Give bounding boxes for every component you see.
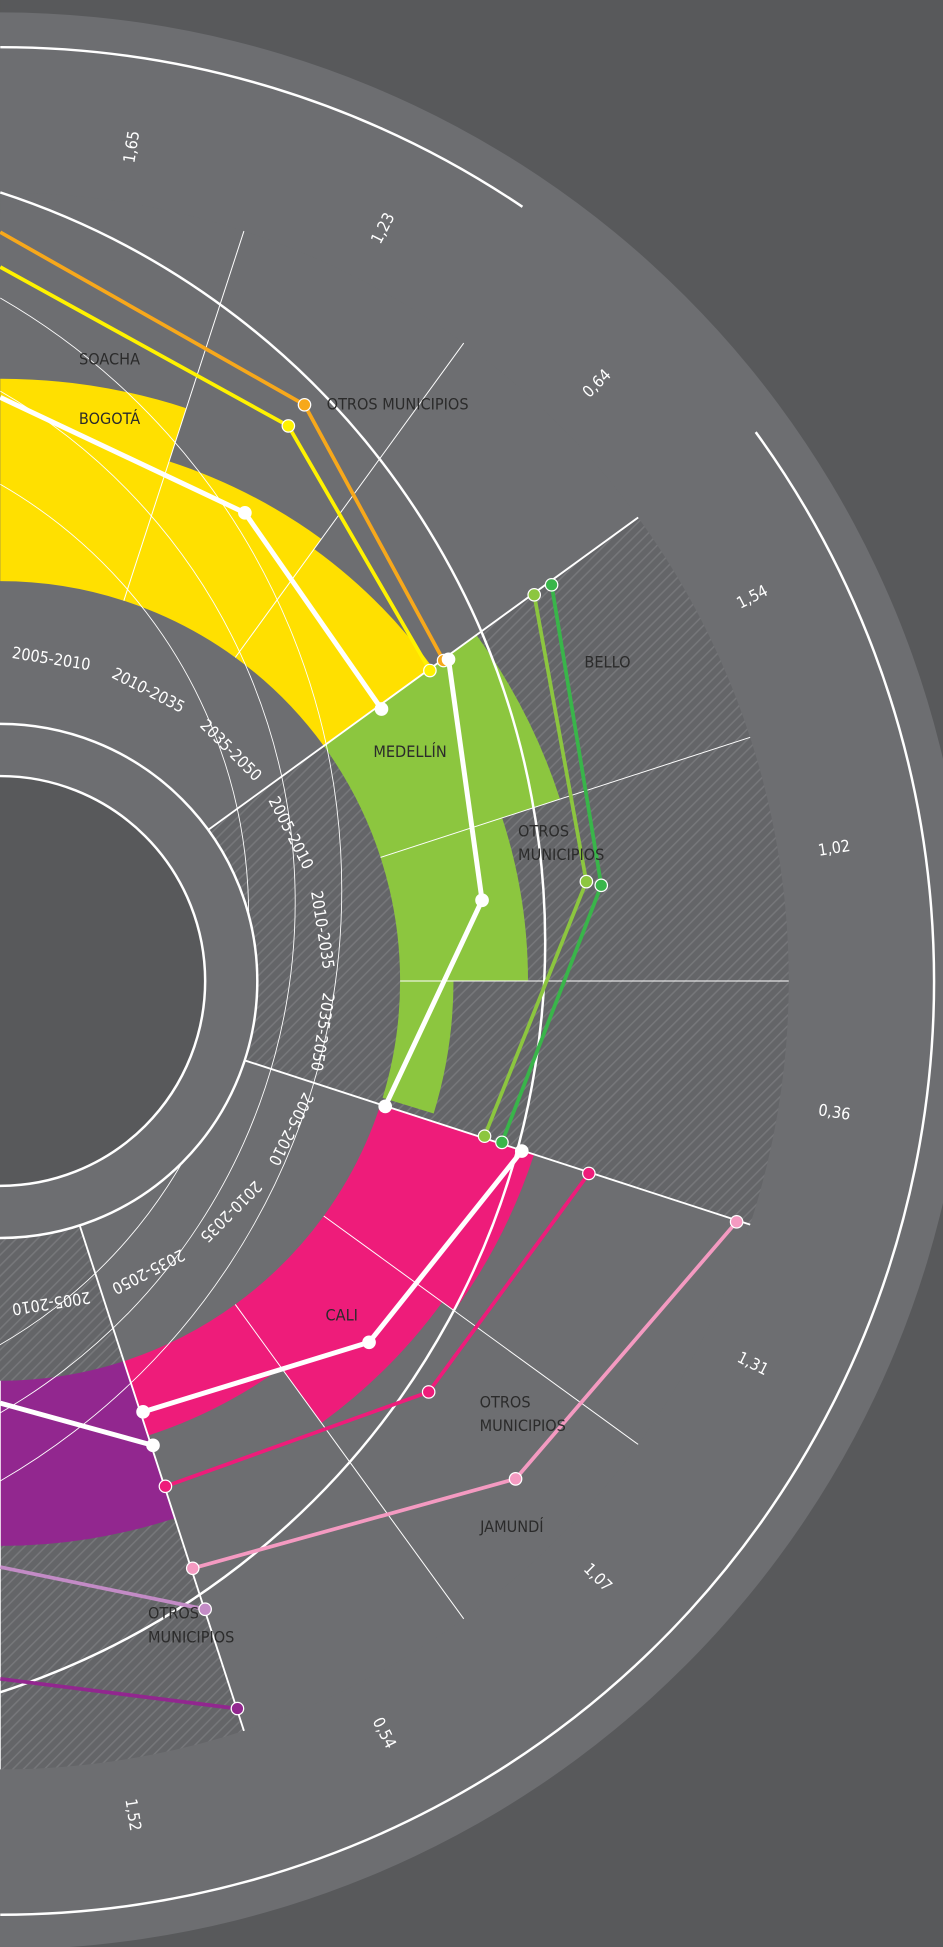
- color-band: [235, 548, 433, 746]
- sector-divider: [62, 1175, 245, 1732]
- grid-arc: [0, 297, 343, 1482]
- trend-dot: [495, 1135, 509, 1150]
- color-band: [380, 817, 528, 981]
- trend-dot: [594, 878, 609, 893]
- place-label: MUNICIPIOS: [518, 845, 604, 864]
- trend-dot: [374, 702, 389, 716]
- trend-dot: [230, 1701, 245, 1716]
- sector: [0, 192, 639, 830]
- sub-divider: [234, 342, 465, 658]
- trend-line: [0, 1676, 238, 1711]
- place-label: SOACHA: [79, 350, 140, 369]
- place-label: OTROS MUNICIPIOS: [327, 394, 469, 413]
- trend-dot: [527, 587, 542, 602]
- sub-divider: [380, 736, 751, 858]
- trend-dot: [185, 1561, 200, 1576]
- trend-dot: [508, 1472, 523, 1486]
- place-label: BOGOTÁ: [79, 409, 140, 428]
- place-label: JAMUNDÍ: [479, 1517, 543, 1536]
- color-band: [382, 980, 454, 1114]
- trend-dot: [579, 874, 594, 889]
- rate-label: 1,52: [121, 1797, 145, 1832]
- trend-dot: [514, 1144, 529, 1158]
- trend-dot: [136, 1404, 150, 1419]
- trend-dot: [158, 1479, 173, 1494]
- sub-divider: [123, 230, 245, 601]
- color-band: [235, 1215, 443, 1423]
- trend-dot: [423, 663, 437, 678]
- color-band: [323, 634, 561, 858]
- place-label: MEDELLÍN: [373, 742, 446, 761]
- trend-dot: [297, 397, 312, 412]
- trend-dot: [582, 1166, 596, 1181]
- outer-arc: [0, 431, 936, 1916]
- trend-dot: [238, 505, 252, 520]
- trend-dot: [362, 1335, 376, 1350]
- rate-label: 0,36: [817, 1100, 852, 1124]
- trend-dot: [544, 578, 559, 592]
- sector-divider: [194, 1043, 751, 1226]
- trend-dot: [281, 419, 296, 433]
- place-label: MUNICIPIOS: [480, 1416, 566, 1435]
- sector-divider: [165, 516, 639, 862]
- place-label: OTROS: [480, 1393, 531, 1412]
- trend-dot: [477, 1129, 492, 1143]
- sub-divider: [323, 1215, 639, 1445]
- trend-dot: [378, 1099, 393, 1114]
- place-label: OTROS: [148, 1604, 199, 1623]
- rate-label: 1,02: [817, 836, 852, 860]
- color-band: [123, 1304, 282, 1436]
- place-label: MUNICIPIOS: [148, 1627, 234, 1646]
- core: [0, 774, 207, 1188]
- place-label: CALI: [326, 1306, 358, 1325]
- color-band: [0, 378, 187, 601]
- trend-dot: [421, 1385, 436, 1399]
- place-label: OTROS: [518, 821, 569, 840]
- trend-dot: [146, 1438, 160, 1453]
- color-band: [323, 1104, 535, 1311]
- trend-dot: [198, 1602, 212, 1617]
- rate-label: 1,65: [119, 129, 143, 164]
- trend-dot: [729, 1215, 744, 1229]
- place-label: BELLO: [584, 653, 630, 672]
- trend-line: [0, 1565, 206, 1612]
- outer-ring: [0, 191, 547, 1694]
- trend-dot: [441, 652, 456, 667]
- color-band: [123, 461, 322, 658]
- outer-arc: [0, 45, 524, 208]
- color-band: [0, 1361, 175, 1546]
- grid-arc: [0, 390, 296, 1414]
- trend-dot: [475, 893, 489, 908]
- trend-line: [0, 1400, 154, 1448]
